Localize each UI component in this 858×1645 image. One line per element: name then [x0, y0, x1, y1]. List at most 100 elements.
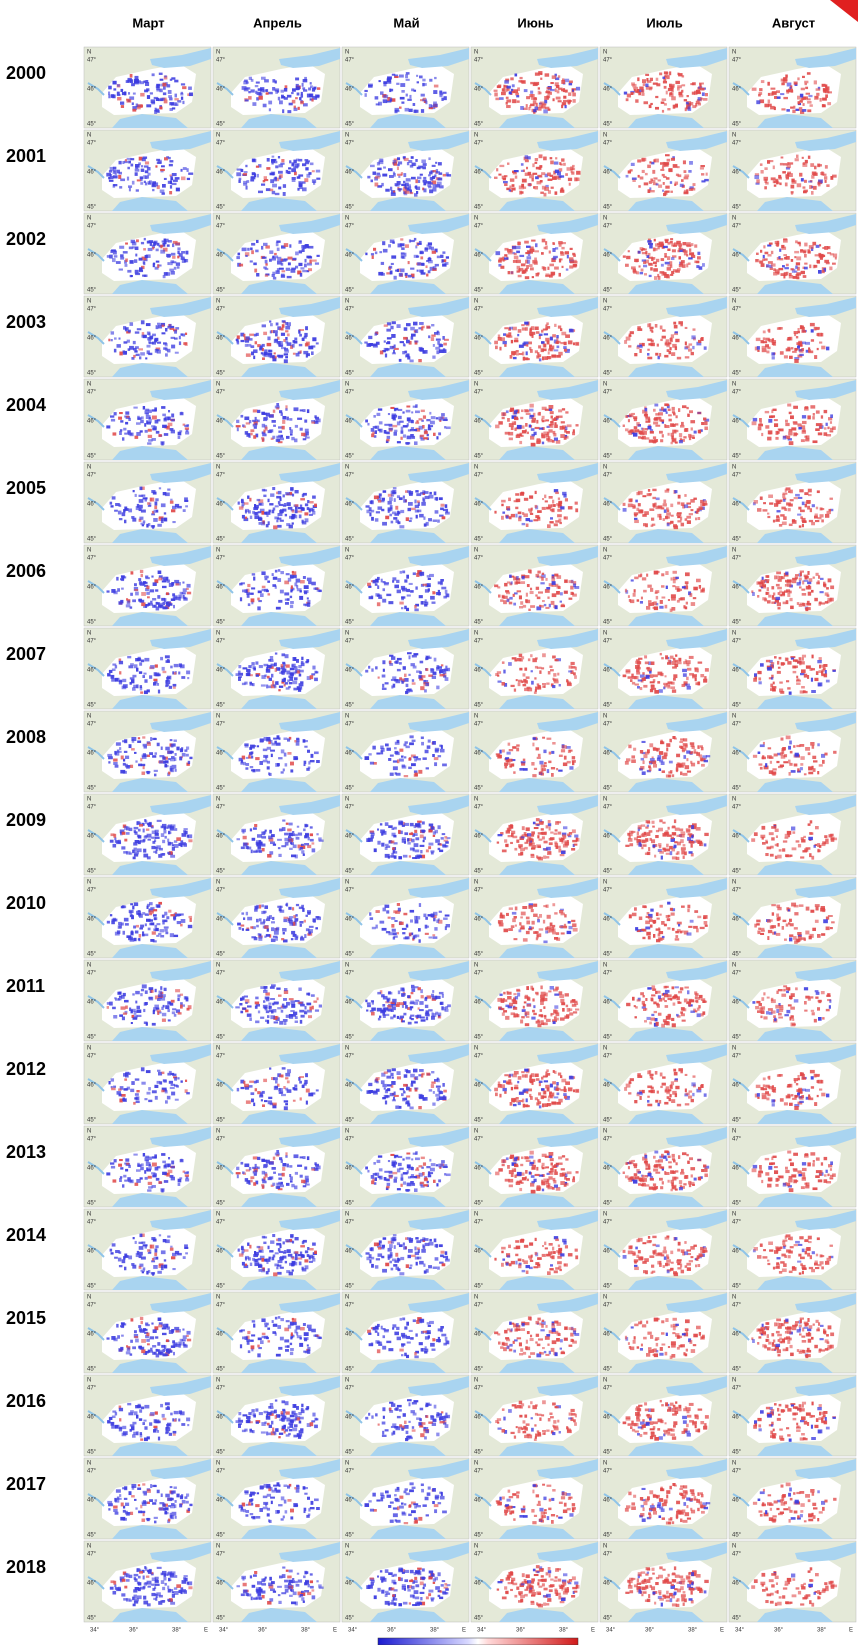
anomaly-dot — [163, 92, 166, 95]
anomaly-dot — [772, 342, 775, 345]
anomaly-dot — [175, 177, 180, 180]
anomaly-dot — [555, 492, 559, 494]
anomaly-dot — [390, 99, 392, 101]
anomaly-dot — [627, 94, 631, 98]
anomaly-dot — [659, 514, 661, 518]
anomaly-dot — [151, 490, 155, 493]
anomaly-dot — [237, 428, 239, 432]
map-panel: N47°46°45° — [729, 462, 856, 543]
anomaly-dot — [119, 412, 123, 414]
anomaly-dot — [241, 582, 245, 584]
anomaly-dot — [251, 243, 255, 246]
anomaly-dot — [643, 265, 647, 268]
anomaly-dot — [243, 181, 247, 184]
anomaly-dot — [521, 163, 524, 166]
anomaly-dot — [563, 96, 566, 99]
anomaly-dot — [417, 510, 421, 513]
anomaly-dot — [121, 588, 124, 590]
anomaly-dot — [560, 601, 562, 603]
anomaly-dot — [397, 324, 401, 328]
lat-label: 45° — [216, 703, 226, 709]
anomaly-dot — [538, 87, 540, 89]
anomaly-dot — [524, 498, 528, 501]
anomaly-dot — [292, 514, 296, 518]
anomaly-dot — [162, 425, 167, 428]
anomaly-dot — [160, 441, 164, 445]
anomaly-dot — [557, 514, 562, 517]
anomaly-dot — [642, 158, 647, 162]
lat-label: N — [216, 299, 220, 305]
anomaly-dot — [546, 438, 549, 441]
anomaly-dot — [304, 77, 307, 81]
anomaly-dot — [267, 665, 272, 668]
anomaly-dot — [531, 97, 534, 100]
anomaly-dot — [646, 606, 650, 610]
anomaly-dot — [560, 328, 562, 331]
lat-label: 45° — [216, 454, 226, 460]
anomaly-dot — [111, 94, 114, 98]
anomaly-dot — [780, 163, 783, 166]
anomaly-dot — [571, 169, 573, 173]
anomaly-dot — [384, 583, 389, 585]
anomaly-dot — [782, 265, 785, 267]
anomaly-dot — [785, 183, 788, 187]
anomaly-dot — [250, 179, 254, 181]
anomaly-dot — [828, 578, 832, 582]
anomaly-dot — [824, 410, 828, 413]
anomaly-dot — [289, 418, 292, 421]
anomaly-dot — [144, 275, 148, 277]
anomaly-dot — [660, 439, 663, 442]
anomaly-dot — [759, 418, 762, 422]
anomaly-dot — [278, 491, 282, 494]
anomaly-dot — [655, 265, 657, 267]
anomaly-dot — [266, 590, 269, 592]
lat-label: 46° — [216, 585, 226, 591]
anomaly-dot — [139, 600, 144, 603]
anomaly-dot — [542, 600, 545, 602]
map-panel: N47°46°45° — [471, 462, 598, 543]
anomaly-dot — [506, 592, 510, 595]
anomaly-dot — [778, 607, 781, 609]
anomaly-dot — [545, 409, 549, 411]
anomaly-dot — [173, 180, 178, 182]
anomaly-dot — [373, 248, 376, 251]
anomaly-dot — [559, 162, 561, 165]
anomaly-dot — [377, 413, 381, 416]
anomaly-dot — [518, 517, 521, 521]
map-panel: N47°46°45° — [213, 296, 340, 377]
anomaly-dot — [664, 103, 667, 106]
anomaly-dot — [236, 425, 241, 427]
anomaly-dot — [293, 353, 296, 355]
lat-label: 47° — [87, 58, 97, 64]
anomaly-dot — [262, 434, 266, 437]
anomaly-dot — [375, 96, 379, 99]
anomaly-dot — [773, 166, 775, 170]
anomaly-dot — [446, 427, 451, 430]
anomaly-dot — [526, 413, 531, 415]
anomaly-dot — [685, 327, 688, 329]
anomaly-dot — [421, 601, 424, 604]
lat-label: 46° — [87, 170, 97, 176]
anomaly-dot — [245, 509, 249, 512]
lat-label: 46° — [87, 336, 97, 342]
anomaly-dot — [563, 163, 566, 166]
anomaly-dot — [647, 353, 649, 356]
anomaly-dot — [428, 335, 430, 338]
anomaly-dot — [154, 506, 157, 509]
anomaly-dot — [697, 256, 701, 259]
anomaly-dot — [786, 109, 790, 112]
lat-label: 46° — [216, 502, 226, 508]
anomaly-dot — [398, 416, 402, 419]
anomaly-dot — [638, 574, 641, 577]
anomaly-dot — [256, 240, 259, 243]
anomaly-dot — [538, 345, 541, 348]
anomaly-dot — [282, 669, 285, 672]
anomaly-dot — [167, 254, 170, 258]
anomaly-dot — [515, 507, 518, 509]
anomaly-dot — [653, 262, 657, 264]
anomaly-dot — [786, 600, 789, 604]
anomaly-dot — [148, 429, 152, 432]
anomaly-dot — [134, 589, 138, 591]
anomaly-dot — [504, 583, 507, 587]
anomaly-dot — [131, 571, 134, 574]
